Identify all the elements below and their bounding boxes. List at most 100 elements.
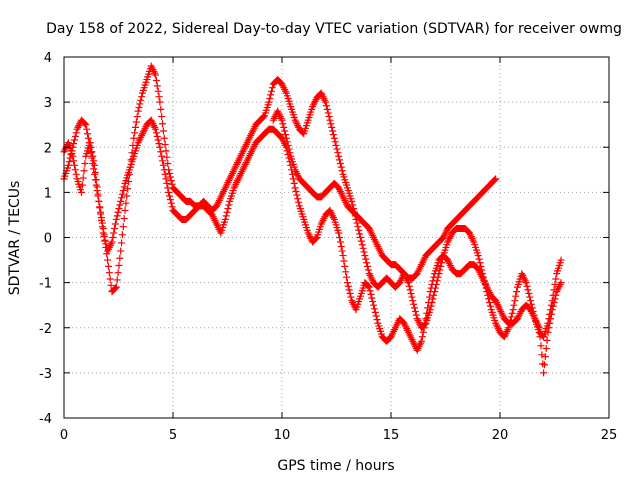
data-point	[163, 153, 171, 161]
data-point	[222, 212, 230, 220]
data-point	[527, 297, 535, 305]
data-point	[430, 273, 438, 281]
data-point	[409, 297, 417, 305]
data-point	[134, 107, 142, 115]
data-point	[106, 275, 114, 283]
data-point	[159, 161, 167, 169]
data-point	[110, 229, 118, 237]
data-point	[543, 336, 551, 344]
data-point	[361, 252, 369, 260]
y-tick-label: -4	[39, 412, 52, 427]
data-point	[508, 309, 516, 317]
data-point	[115, 205, 123, 213]
data-point	[354, 223, 362, 231]
data-point	[289, 175, 297, 183]
data-point	[152, 76, 160, 84]
data-point	[329, 127, 337, 135]
data-point	[88, 148, 96, 156]
data-point	[152, 125, 160, 133]
data-point	[281, 127, 289, 135]
data-point	[84, 130, 92, 138]
data-point	[429, 277, 437, 285]
data-point	[345, 286, 353, 294]
data-point	[523, 282, 531, 290]
data-point	[356, 230, 364, 238]
data-point	[118, 190, 126, 198]
data-point	[91, 170, 99, 178]
y-tick-label: -3	[39, 367, 52, 382]
data-point	[408, 293, 416, 301]
data-point	[132, 118, 140, 126]
data-point	[355, 226, 363, 234]
data-point	[363, 262, 371, 270]
data-point	[122, 199, 130, 207]
data-point	[323, 105, 331, 113]
data-point	[100, 233, 108, 241]
data-point	[158, 152, 166, 160]
data-point	[363, 259, 371, 267]
data-point	[123, 192, 131, 200]
series-track-b	[60, 116, 565, 377]
x-tick-label: 0	[60, 428, 68, 443]
data-point	[522, 279, 530, 287]
data-point	[223, 208, 231, 216]
data-point	[135, 104, 143, 112]
data-point	[115, 261, 123, 269]
y-tick-label: 4	[44, 51, 52, 66]
data-point	[547, 310, 555, 318]
data-point	[87, 143, 95, 151]
data-point	[84, 134, 92, 142]
data-point	[329, 131, 337, 139]
data-point	[335, 229, 343, 237]
data-point	[155, 93, 163, 101]
data-point	[260, 113, 268, 121]
data-point	[426, 288, 434, 296]
data-point	[525, 289, 533, 297]
data-point	[290, 179, 298, 187]
data-point	[507, 313, 515, 321]
data-point	[71, 132, 79, 140]
data-point	[154, 87, 162, 95]
data-point	[132, 123, 140, 131]
data-point	[512, 292, 520, 300]
data-point	[336, 238, 344, 246]
data-point	[474, 252, 482, 260]
data-point	[364, 266, 372, 274]
data-point	[335, 152, 343, 160]
data-point	[116, 201, 124, 209]
data-point	[336, 234, 344, 241]
series-track-c	[269, 107, 500, 282]
data-point	[327, 120, 335, 128]
data-point	[109, 234, 117, 241]
data-point	[357, 237, 365, 245]
data-point	[118, 231, 126, 239]
data-point	[120, 183, 128, 191]
data-point	[111, 220, 119, 228]
data-point	[369, 298, 377, 306]
data-point	[94, 190, 102, 198]
data-series	[60, 62, 565, 377]
data-point	[131, 129, 139, 137]
data-point	[166, 196, 174, 204]
data-point	[65, 158, 73, 166]
y-tick-label: 2	[44, 141, 52, 156]
data-point	[266, 95, 274, 103]
data-point	[116, 254, 124, 262]
data-point	[156, 98, 164, 106]
data-point	[72, 129, 80, 137]
data-point	[164, 184, 172, 192]
data-point	[278, 116, 286, 124]
data-point	[552, 291, 560, 299]
data-point	[356, 234, 364, 241]
data-point	[371, 308, 379, 316]
data-point	[70, 140, 78, 148]
data-point	[406, 286, 414, 294]
data-point	[113, 212, 121, 220]
data-point	[338, 247, 346, 255]
data-point	[70, 136, 78, 144]
data-point	[358, 241, 366, 249]
data-point	[362, 255, 370, 263]
data-point	[153, 82, 161, 90]
data-point	[161, 141, 169, 149]
data-point	[325, 113, 333, 121]
